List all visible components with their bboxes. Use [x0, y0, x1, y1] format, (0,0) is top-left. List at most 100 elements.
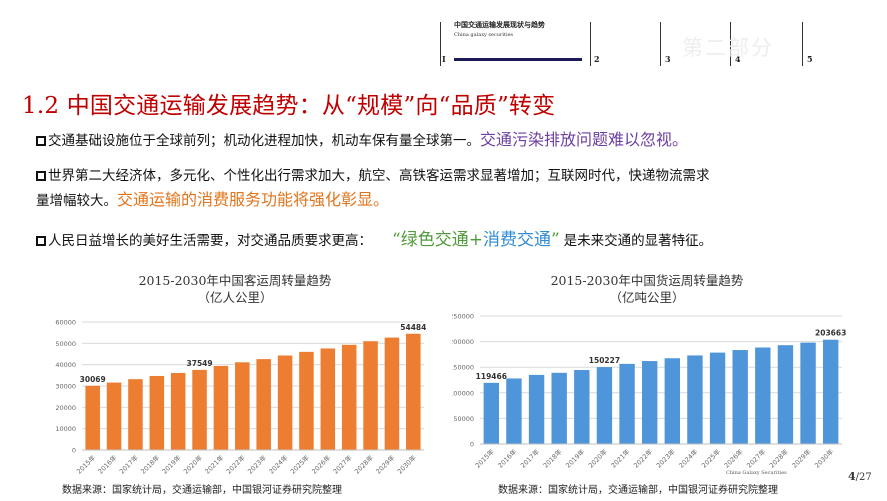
bar [506, 378, 522, 444]
nav-section-1[interactable]: I [442, 54, 446, 64]
x-tick-label: 2016年 [496, 447, 519, 470]
x-tick-label: 2027年 [331, 453, 354, 476]
x-tick-label: 2024年 [267, 453, 290, 476]
data-label: 203663 [815, 329, 846, 338]
y-tick-label: 250000 [452, 313, 474, 321]
bar [149, 375, 165, 450]
bar [384, 337, 400, 450]
data-label: 150227 [589, 356, 620, 365]
bar [755, 347, 771, 444]
y-tick-label: 0 [72, 447, 76, 455]
x-tick-label: 2030年 [812, 447, 835, 470]
square-bullet-icon [36, 236, 46, 246]
y-tick-label: 100000 [452, 389, 474, 397]
chart-1-source: 数据来源：国家统计局，交通运输部，中国银河证券研究院整理 [62, 485, 342, 496]
y-tick-label: 10000 [55, 425, 76, 433]
x-tick-label: 2020年 [586, 447, 609, 470]
bar [256, 359, 271, 450]
chart-1-title-block: 2015-2030年中国客运周转量趋势 （亿人公里） [110, 272, 360, 306]
bullet-3-blue: 消费交通 [482, 230, 551, 250]
nav-section-3[interactable]: 3 [665, 54, 671, 64]
square-bullet-icon [36, 136, 46, 146]
nav-title: 中国交通运输发展现状与趋势 [454, 21, 545, 29]
x-tick-label: 2015年 [74, 453, 97, 476]
section-nav: 中国交通运输发展现状与趋势 China galaxy securities I … [434, 14, 824, 66]
nav-section-2[interactable]: 2 [594, 54, 600, 64]
bar [596, 367, 613, 444]
x-tick-label: 2023年 [654, 447, 677, 470]
y-tick-label: 40000 [55, 361, 76, 369]
nav-divider [730, 22, 731, 66]
nav-divider [660, 22, 661, 66]
bullet-1: 交通基础设施位于全球前列；机动化进程加快，机动车保有量全球第一。交通污染排放问题… [36, 128, 688, 153]
bullet-3-quote-open: “ [392, 230, 401, 250]
bar [170, 372, 186, 450]
x-tick-label: 2019年 [564, 447, 587, 470]
x-tick-label: 2026年 [310, 453, 333, 476]
y-tick-label: 30000 [55, 383, 76, 391]
bullet-1-text: 交通基础设施位于全球前列；机动化进程加快，机动车保有量全球第一。 [48, 133, 480, 149]
bullet-1-highlight: 交通污染排放问题难以忽视。 [480, 130, 689, 149]
y-tick-label: 60000 [55, 319, 76, 327]
chart-2-subtitle: （亿吨公里） [609, 290, 685, 305]
bullet-3-tail: 是未来交通的显著特征。 [563, 233, 713, 249]
x-tick-label: 2026年 [722, 447, 745, 470]
bar [709, 352, 726, 444]
chart-1-subtitle: （亿人公里） [197, 290, 273, 305]
data-label: 30069 [80, 375, 106, 384]
x-tick-label: 2015年 [473, 447, 496, 470]
bar [551, 372, 567, 444]
y-tick-label: 150000 [452, 364, 474, 372]
bar [800, 342, 816, 444]
bullet-2-line1: 世界第二大经济体，多元化、个性化出行需求加大，航空、高铁客运需求显著增加；互联网… [48, 168, 710, 184]
x-tick-label: 2017年 [117, 453, 140, 476]
bar [213, 365, 229, 450]
nav-progress-bar [454, 58, 582, 61]
data-label: 54484 [400, 323, 426, 332]
bullet-3-green: 绿色交通 [400, 230, 469, 250]
nav-section-5[interactable]: 5 [807, 54, 813, 64]
chart-2-title: 2015-2030年中国货运周转量趋势 [550, 273, 744, 288]
bar [574, 370, 590, 444]
nav-section-4[interactable]: 4 [735, 54, 741, 64]
x-tick-label: 2022年 [224, 453, 247, 476]
bar [664, 358, 681, 444]
bar [641, 361, 658, 444]
y-tick-label: 20000 [55, 404, 76, 412]
bar [619, 363, 635, 444]
bar [341, 344, 357, 450]
x-tick-label: 2022年 [631, 447, 654, 470]
x-tick-label: 2020年 [181, 453, 204, 476]
x-tick-label: 2021年 [609, 447, 632, 470]
x-tick-label: 2028年 [767, 447, 790, 470]
y-tick-label: 50000 [55, 340, 76, 348]
y-tick-label: 50000 [453, 415, 474, 423]
nav-divider [802, 22, 803, 66]
chart-2-source: 数据来源：国家统计局，交通运输部，中国银河证券研究院整理 [498, 485, 778, 496]
bar [822, 339, 839, 444]
nav-ghost-label: 第二部分 [682, 36, 774, 60]
bar [235, 362, 250, 450]
page-current: 4 [848, 470, 856, 483]
bar [732, 350, 748, 444]
nav-divider [440, 22, 441, 66]
bullet-2-line2: 量增幅较大。 [36, 193, 117, 209]
x-tick-label: 2018年 [139, 453, 162, 476]
bar [687, 355, 703, 444]
bar [320, 348, 336, 450]
bullet-3-quote-close: ” [550, 230, 560, 250]
chart-2-title-block: 2015-2030年中国货运周转量趋势 （亿吨公里） [522, 272, 772, 306]
page-total: /27 [855, 472, 872, 483]
freight-turnover-chart: 0 50000 100000 150000 200000 250000 119466 2015… [452, 313, 846, 470]
x-tick-label: 2019年 [160, 453, 183, 476]
bar [363, 341, 378, 450]
data-label: 37549 [187, 359, 213, 368]
x-tick-label: 2023年 [245, 453, 268, 476]
bar [777, 345, 794, 444]
x-tick-label: 2021年 [203, 453, 226, 476]
y-tick-label: 200000 [452, 338, 474, 346]
bar [128, 379, 143, 450]
square-bullet-icon [36, 171, 46, 181]
bar [528, 374, 545, 444]
chart-1-title: 2015-2030年中国客运周转量趋势 [138, 273, 332, 288]
